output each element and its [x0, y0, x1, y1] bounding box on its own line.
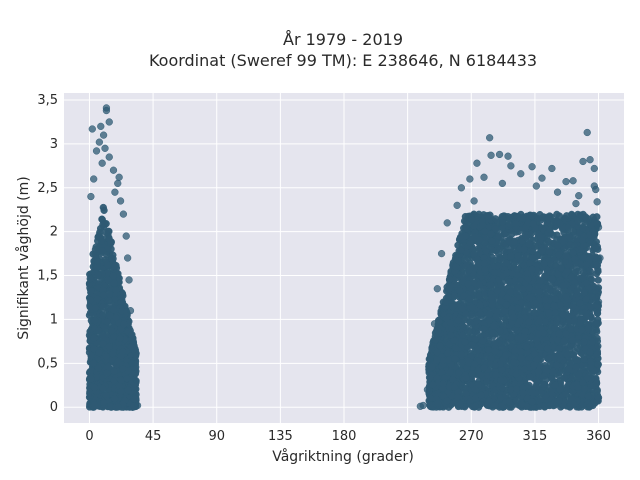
- data-point: [93, 295, 102, 303]
- data-point: [91, 304, 100, 312]
- data-point: [99, 302, 107, 311]
- chart-title-line-1: År 1979 - 2019: [283, 30, 403, 49]
- data-point: [86, 275, 94, 283]
- data-point: [562, 390, 570, 398]
- data-point: [104, 363, 113, 371]
- data-point: [87, 351, 95, 360]
- data-point: [112, 286, 120, 294]
- data-point: [94, 364, 103, 372]
- data-point: [593, 319, 601, 327]
- data-point: [117, 387, 125, 396]
- data-point: [553, 231, 561, 239]
- data-point: [86, 296, 94, 304]
- data-point: [131, 395, 139, 403]
- data-point: [107, 326, 116, 335]
- data-point: [495, 232, 503, 240]
- data-point: [505, 278, 513, 286]
- data-point: [105, 296, 113, 305]
- data-point: [496, 255, 504, 264]
- data-point: [542, 284, 551, 293]
- data-point: [128, 331, 136, 339]
- data-point: [568, 211, 577, 219]
- data-point: [90, 400, 99, 409]
- data-points: [85, 104, 604, 411]
- data-point: [478, 337, 487, 345]
- data-point: [90, 383, 99, 392]
- data-point: [94, 271, 102, 279]
- data-point: [99, 384, 107, 393]
- data-point: [476, 310, 485, 318]
- data-point: [100, 206, 108, 215]
- data-point: [123, 374, 131, 383]
- data-point: [541, 296, 550, 304]
- data-point: [116, 334, 124, 343]
- data-point: [452, 344, 460, 352]
- data-point: [90, 334, 98, 342]
- data-point: [119, 348, 127, 356]
- data-point: [110, 394, 119, 403]
- data-point: [96, 228, 104, 237]
- data-point: [581, 213, 590, 221]
- data-point: [594, 276, 602, 284]
- data-point: [105, 342, 113, 351]
- data-point: [109, 272, 117, 280]
- data-point: [102, 352, 110, 361]
- data-point: [480, 291, 489, 299]
- data-point: [91, 316, 99, 325]
- data-point: [98, 311, 107, 320]
- data-point: [102, 229, 110, 237]
- data-point: [110, 279, 118, 287]
- data-point: [99, 339, 107, 348]
- data-point: [99, 221, 107, 229]
- data-point: [112, 313, 120, 322]
- data-point: [594, 267, 602, 276]
- data-point: [540, 259, 549, 268]
- data-point: [534, 367, 543, 376]
- data-point: [103, 369, 111, 377]
- data-point: [98, 331, 107, 339]
- data-point: [593, 350, 601, 359]
- data-point: [525, 293, 534, 302]
- data-point: [587, 303, 595, 311]
- data-point: [94, 258, 102, 266]
- data-point: [107, 239, 115, 248]
- data-point: [120, 320, 128, 328]
- chart-title-line-2: Koordinat (Sweref 99 TM): E 238646, N 61…: [149, 51, 537, 70]
- data-point: [470, 222, 478, 230]
- data-point: [124, 386, 132, 394]
- data-point: [87, 375, 95, 383]
- data-point: [110, 367, 118, 375]
- data-point: [594, 360, 602, 369]
- data-point: [114, 357, 122, 366]
- data-point: [501, 307, 509, 315]
- data-point: [549, 368, 557, 376]
- data-point: [570, 317, 578, 325]
- data-point: [586, 272, 594, 280]
- data-point: [98, 235, 106, 243]
- data-point: [109, 350, 117, 358]
- data-point: [105, 290, 113, 298]
- data-point: [87, 287, 95, 295]
- data-point: [119, 365, 127, 373]
- data-point: [109, 306, 118, 314]
- data-point: [562, 384, 570, 392]
- data-point: [98, 247, 107, 255]
- data-point: [110, 262, 119, 271]
- data-point: [95, 348, 103, 357]
- data-point: [114, 403, 123, 411]
